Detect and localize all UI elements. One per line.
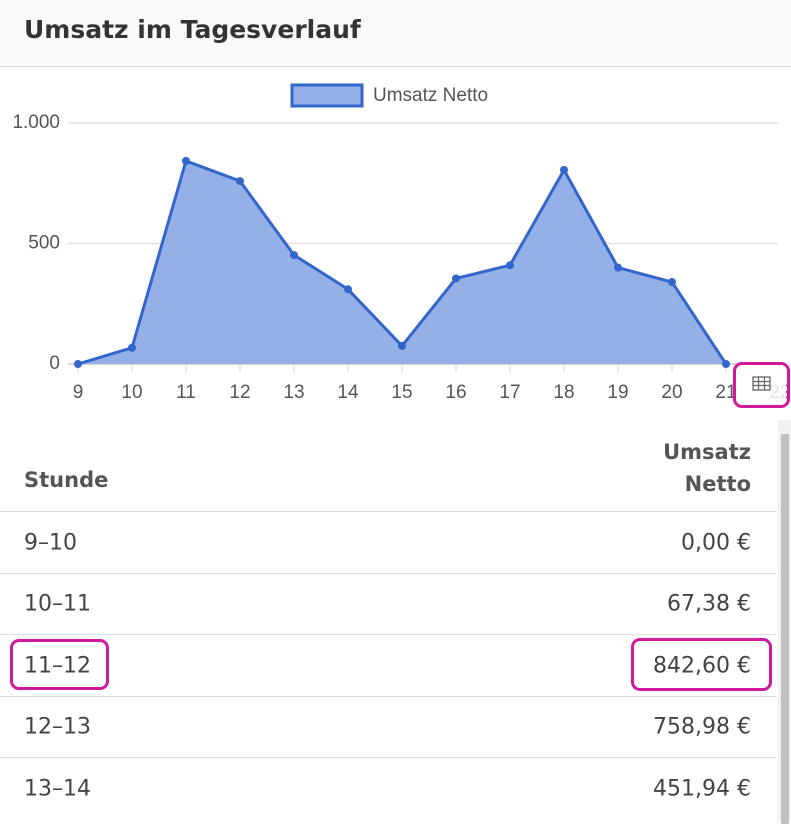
point <box>506 261 514 270</box>
panel-title: Umsatz im Tagesverlauf <box>24 15 361 44</box>
point <box>236 177 244 186</box>
point <box>290 251 298 260</box>
cell: 0,00 € <box>681 530 751 555</box>
highlight <box>733 362 790 408</box>
point <box>182 156 190 165</box>
x-tick-label: 16 <box>445 382 466 403</box>
x-tick-label: 21 <box>715 382 736 403</box>
cell: 451,94 € <box>653 776 751 801</box>
x-tick-label: 17 <box>499 382 520 403</box>
panel-header: Umsatz im Tagesverlauf <box>0 0 791 67</box>
table-row: 9–10 0,00 € <box>0 511 777 573</box>
highlight <box>631 638 772 691</box>
cell: 67,38 € <box>667 591 751 617</box>
point <box>452 274 460 283</box>
point <box>560 165 568 174</box>
point <box>344 285 352 294</box>
table-row: 13–14 451,94 € <box>0 757 777 819</box>
cell: 758,98 € <box>653 714 751 740</box>
x-tick-label: 9 <box>73 382 84 403</box>
table-row: 11–12 842,60 € <box>0 634 777 696</box>
table-row: 10–11 67,38 € <box>0 572 777 635</box>
cell: 12–13 <box>24 714 91 740</box>
cell: 10–11 <box>24 591 91 617</box>
point <box>74 360 82 368</box>
table-row: 12–13 758,98 € <box>0 695 777 758</box>
x-tick-label: 12 <box>229 382 250 403</box>
x-tick-label: 15 <box>391 382 412 403</box>
point <box>128 343 136 352</box>
point <box>614 263 622 272</box>
column-header: Umsatz Netto <box>663 440 751 496</box>
scrollbar[interactable] <box>778 420 791 824</box>
table-icon[interactable] <box>742 367 786 403</box>
cell: 13–14 <box>24 776 91 801</box>
x-tick-label: 20 <box>661 382 682 403</box>
x-tick-label: 19 <box>607 382 628 403</box>
legend-label: Umsatz Netto <box>373 85 488 106</box>
column-header: Stunde <box>24 468 109 492</box>
x-tick-label: 14 <box>337 382 359 403</box>
x-tick-label: 10 <box>121 382 142 403</box>
cell: 11–12 <box>24 653 91 678</box>
y-tick-label: 1.000 <box>12 112 60 133</box>
x-tick-label: 18 <box>553 382 574 403</box>
y-tick-label: 500 <box>28 233 60 254</box>
scroll-thumb[interactable] <box>781 434 789 824</box>
chart: 05001.000910111213141516171819202122Umsa… <box>12 83 791 403</box>
point <box>398 341 406 350</box>
point <box>668 278 676 287</box>
y-tick-label: 0 <box>49 353 60 374</box>
highlight <box>10 639 109 690</box>
x-tick-label: 13 <box>283 382 304 403</box>
point <box>722 360 730 368</box>
icon-frame <box>752 376 771 391</box>
cell: 9–10 <box>24 530 77 555</box>
area-fill <box>78 160 726 364</box>
x-tick-label: 11 <box>176 382 196 403</box>
legend-swatch <box>290 83 364 108</box>
cell: 842,60 € <box>653 653 751 678</box>
